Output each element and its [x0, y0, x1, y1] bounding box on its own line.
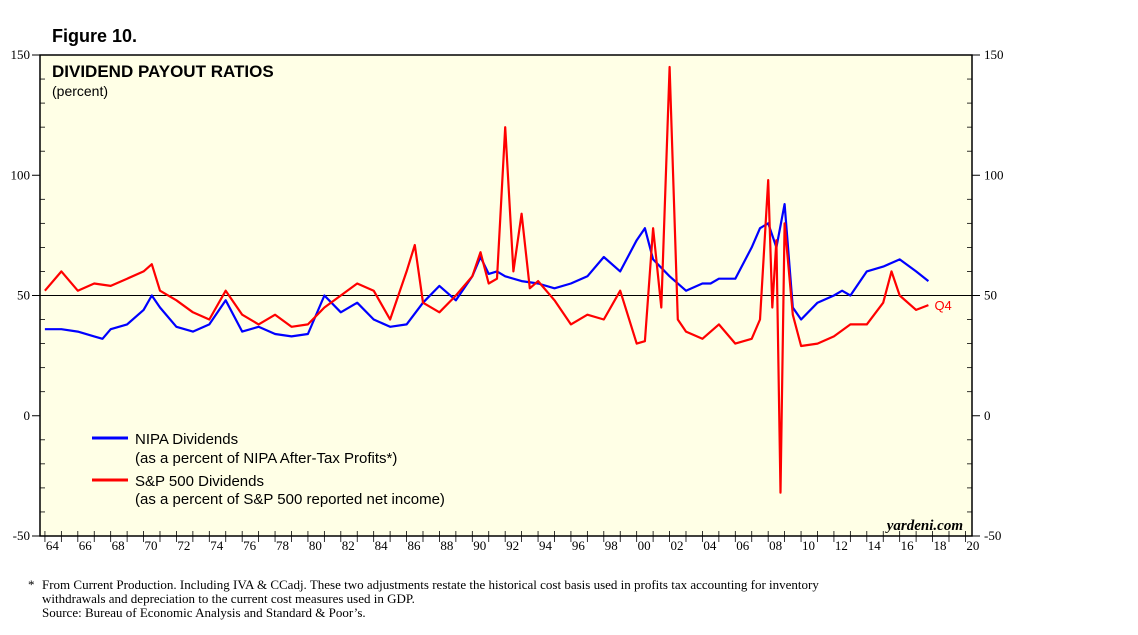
chart-title: DIVIDEND PAYOUT RATIOS [52, 62, 274, 81]
legend-note-sp500: (as a percent of S&P 500 reported net in… [135, 491, 445, 508]
x-tick-label: 16 [901, 538, 915, 553]
x-tick-label: 90 [473, 538, 486, 553]
x-tick-label: 04 [703, 538, 717, 553]
x-tick-label: 72 [177, 538, 190, 553]
series-line-sp500 [44, 65, 929, 494]
source-mark: yardeni.com [885, 518, 963, 534]
y-tick-label-right: 0 [984, 408, 991, 423]
y-tick-label-left: 50 [17, 288, 30, 303]
x-tick-label: 06 [736, 538, 750, 553]
footnote-line-1: From Current Production. Including IVA &… [42, 577, 819, 592]
x-tick-label: 88 [440, 538, 453, 553]
x-tick-label: 02 [671, 538, 684, 553]
y-tick-label-left: 100 [11, 167, 31, 182]
x-tick-label: 76 [243, 538, 257, 553]
x-tick-label: 98 [605, 538, 618, 553]
q4-annotation: Q4 [934, 298, 951, 313]
footnote-star: * [28, 577, 35, 592]
y-tick-label-right: 50 [984, 288, 997, 303]
legend: NIPA Dividends (as a percent of NIPA Aft… [92, 431, 445, 508]
x-tick-label: 00 [638, 538, 651, 553]
x-tick-label: 82 [342, 538, 355, 553]
x-axis: 64 66 68 70 72 74 76 78 80 82 84 86 88 90 92 94 96 98 00 02… [44, 531, 979, 553]
y-tick-label-right: -50 [984, 528, 1001, 543]
x-tick-label: 84 [375, 538, 389, 553]
x-tick-label: 70 [145, 538, 158, 553]
chart-subtitle: (percent) [52, 83, 108, 99]
legend-note-nipa: (as a percent of NIPA After-Tax Profits*… [135, 450, 397, 467]
x-tick-label: 78 [276, 538, 289, 553]
x-tick-label: 64 [46, 538, 60, 553]
y-tick-label-right: 100 [984, 167, 1004, 182]
x-tick-label: 92 [506, 538, 519, 553]
footnote-line-2: withdrawals and depreciation to the curr… [42, 591, 415, 606]
footnotes: * From Current Production. Including IVA… [28, 578, 1028, 620]
x-tick-label: 18 [934, 538, 947, 553]
x-tick-label: 20 [966, 538, 979, 553]
y-tick-label-right: 150 [984, 47, 1004, 62]
series-layer [44, 65, 930, 494]
figure-label: Figure 10. [52, 26, 138, 46]
legend-label-sp500: S&P 500 Dividends [135, 473, 264, 490]
y-axis-right: -50 0 50 100 150 [967, 47, 1004, 543]
legend-label-nipa: NIPA Dividends [135, 431, 238, 448]
y-axis-left: -50 0 50 100 150 [11, 47, 45, 543]
x-tick-label: 68 [112, 538, 125, 553]
y-tick-label-left: 0 [24, 408, 31, 423]
x-tick-label: 86 [408, 538, 422, 553]
x-tick-label: 66 [79, 538, 93, 553]
y-tick-label-left: -50 [13, 528, 30, 543]
x-tick-label: 74 [210, 538, 224, 553]
y-tick-label-left: 150 [11, 47, 31, 62]
x-tick-label: 96 [572, 538, 586, 553]
x-tick-label: 12 [835, 538, 848, 553]
x-tick-label: 94 [539, 538, 553, 553]
x-tick-label: 10 [802, 538, 815, 553]
footnote-source: Source: Bureau of Economic Analysis and … [42, 605, 366, 620]
dividend-payout-chart: -50 0 50 100 150 -50 0 50 100 150 64 66 68 70 72 74 76… [11, 47, 1004, 553]
x-tick-label: 08 [769, 538, 782, 553]
series-line-nipa [44, 203, 930, 340]
x-tick-label: 80 [309, 538, 322, 553]
x-tick-label: 14 [868, 538, 882, 553]
